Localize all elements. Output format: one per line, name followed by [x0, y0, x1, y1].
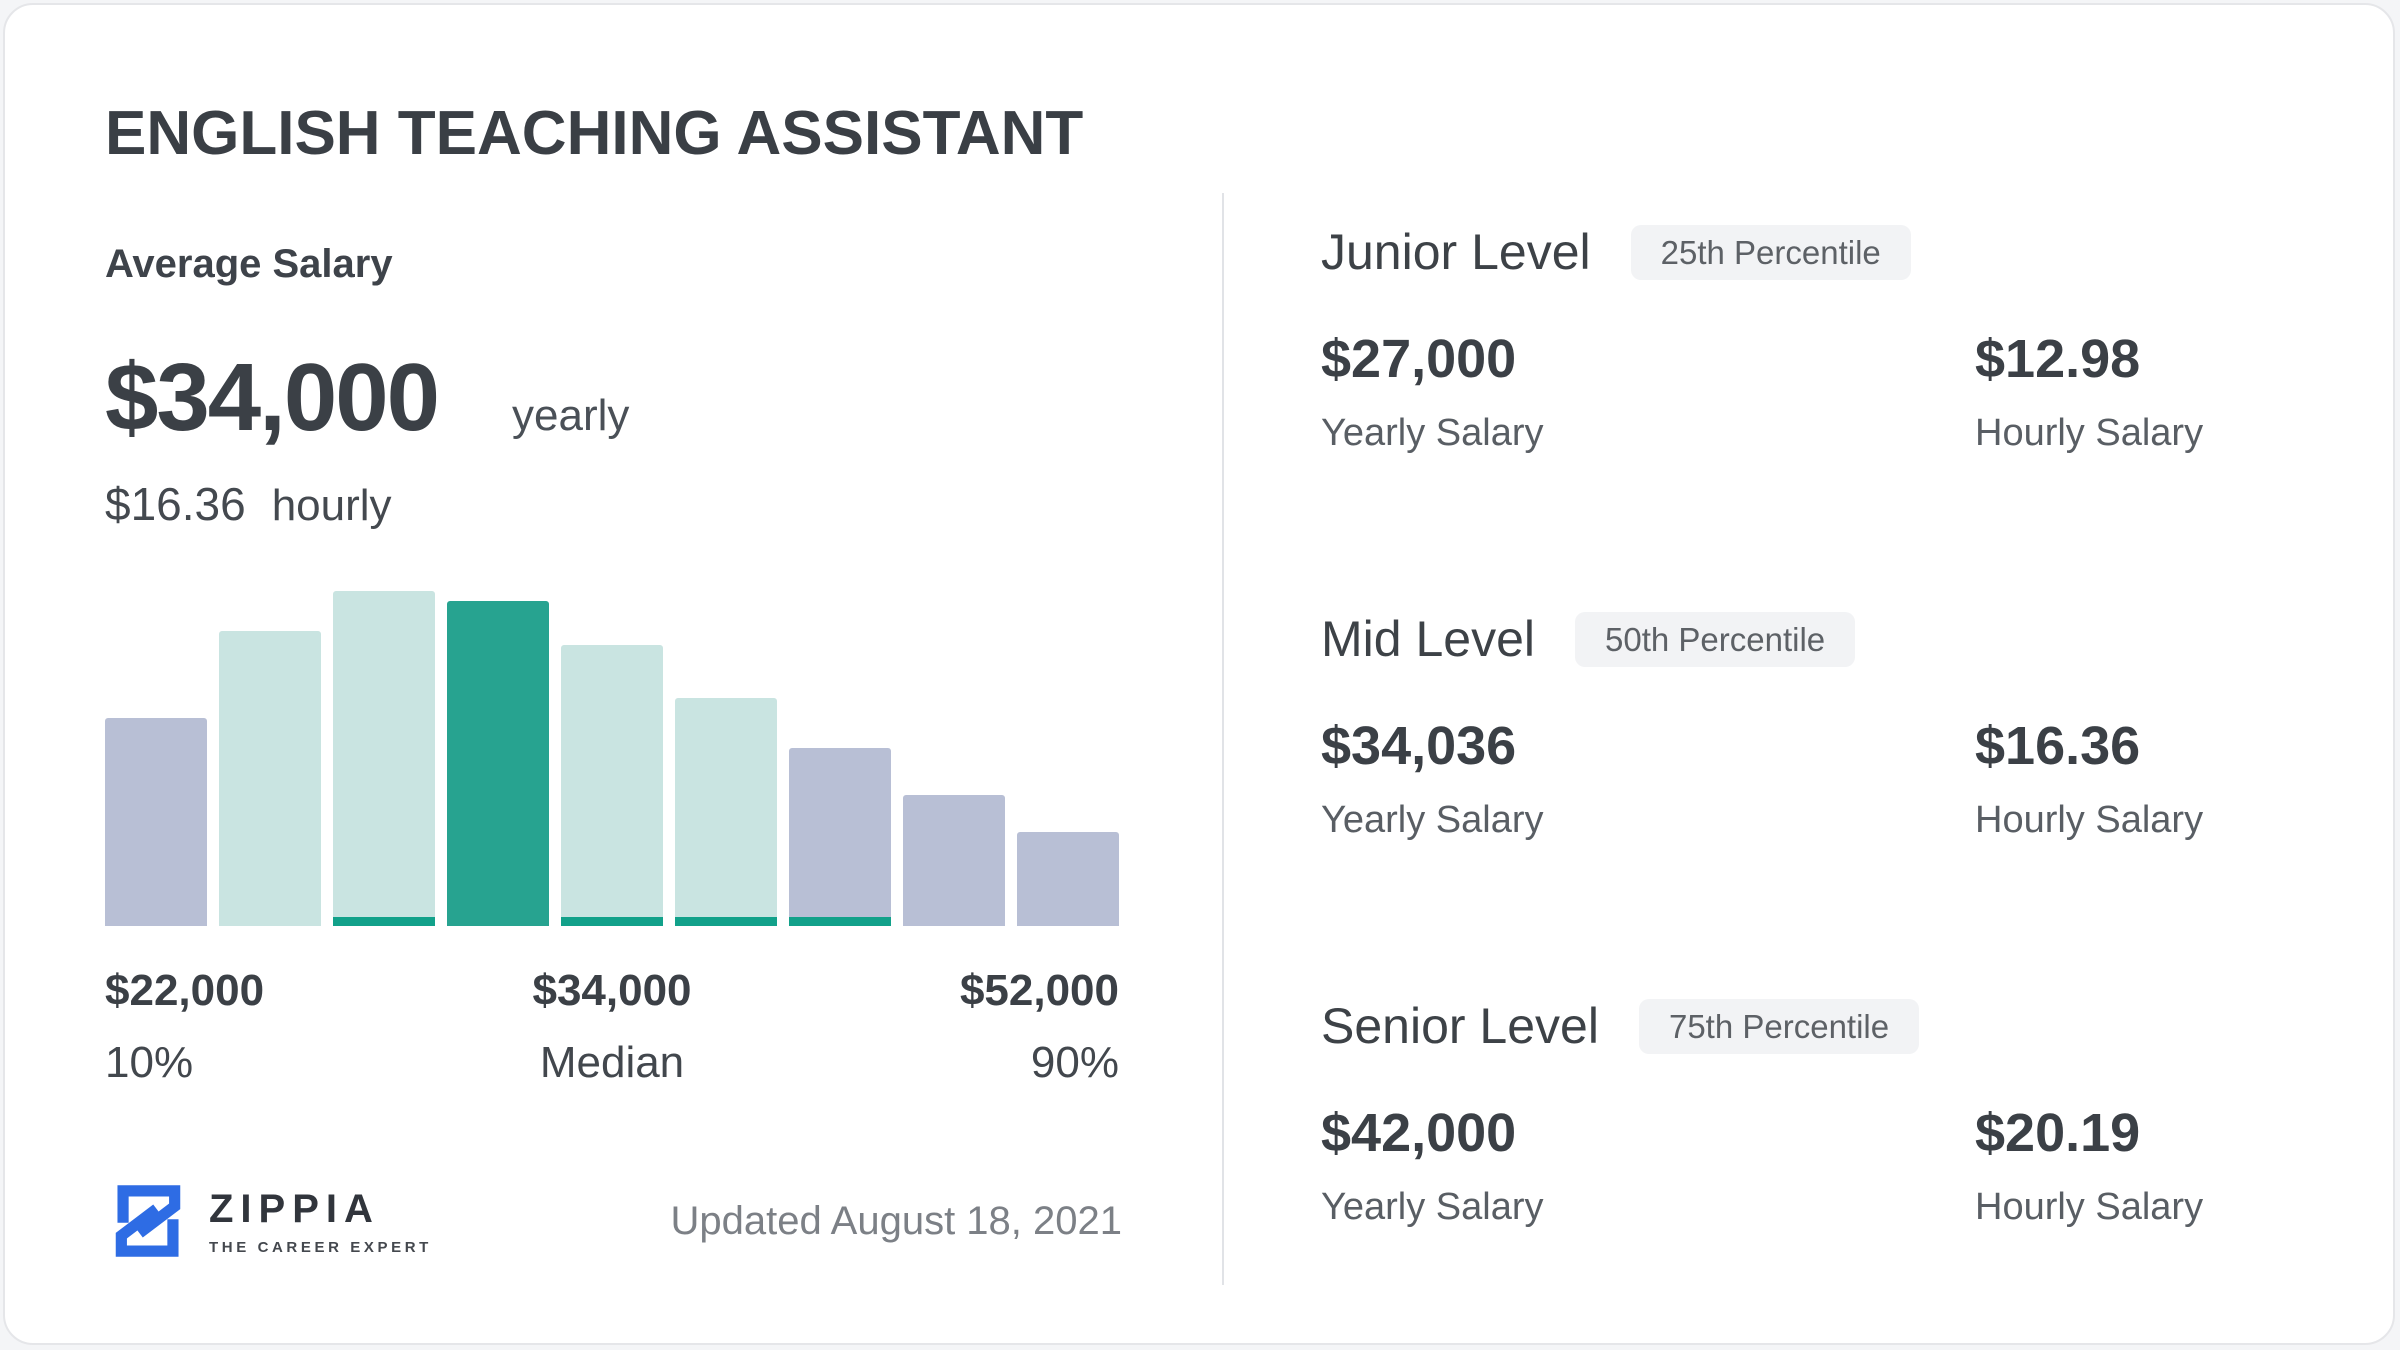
mid-level-header: Mid Level 50th Percentile	[1321, 612, 2393, 667]
vertical-divider	[1222, 193, 1224, 1285]
junior-level-header: Junior Level 25th Percentile	[1321, 225, 2393, 280]
high-percentile-group: $52,000 90%	[960, 966, 1119, 1088]
senior-hourly-column: $20.19 Hourly Salary	[1975, 1106, 2393, 1226]
brand-tagline: THE CAREER EXPERT	[209, 1238, 432, 1256]
bar-underline	[333, 917, 435, 927]
senior-yearly-label: Yearly Salary	[1321, 1186, 1544, 1228]
left-pane: ENGLISH TEACHING ASSISTANT Average Salar…	[5, 5, 1222, 1343]
footer: ZIPPIA THE CAREER EXPERT Updated August …	[105, 1178, 1122, 1264]
updated-date: Updated August 18, 2021	[670, 1198, 1122, 1243]
median-salary-label: $34,000	[532, 966, 692, 1016]
average-yearly-row: $34,000 yearly	[105, 343, 1222, 453]
histogram-bar	[447, 601, 549, 927]
senior-level-header: Senior Level 75th Percentile	[1321, 999, 2393, 1054]
junior-yearly-value: $27,000	[1321, 329, 1517, 389]
histogram-bar	[675, 698, 777, 927]
median-group: $34,000 Median	[532, 966, 691, 1088]
level-section-mid: Mid Level 50th Percentile $34,036 Yearly…	[1321, 612, 2393, 840]
mid-level-title: Mid Level	[1321, 611, 1535, 667]
zippia-logo: ZIPPIA THE CAREER EXPERT	[105, 1178, 432, 1264]
mid-yearly-column: $34,036 Yearly Salary	[1321, 719, 1975, 839]
average-hourly-row: $16.36 hourly	[105, 477, 1222, 531]
level-section-junior: Junior Level 25th Percentile $27,000 Yea…	[1321, 225, 2393, 453]
salary-infographic-card: ENGLISH TEACHING ASSISTANT Average Salar…	[3, 3, 2395, 1345]
histogram-bar	[105, 718, 207, 927]
page-title: ENGLISH TEACHING ASSISTANT	[105, 99, 1084, 168]
mid-percentile-badge: 50th Percentile	[1575, 612, 1856, 667]
junior-yearly-label: Yearly Salary	[1321, 412, 1544, 454]
mid-hourly-column: $16.36 Hourly Salary	[1975, 719, 2393, 839]
bar-underline	[789, 917, 891, 927]
mid-hourly-label: Hourly Salary	[1975, 799, 2204, 841]
mid-yearly-label: Yearly Salary	[1321, 799, 1544, 841]
histogram-bar	[333, 591, 435, 927]
senior-yearly-column: $42,000 Yearly Salary	[1321, 1106, 1975, 1226]
histogram-bar	[903, 795, 1005, 927]
average-salary-label: Average Salary	[105, 242, 393, 287]
mid-hourly-value: $16.36	[1975, 716, 2141, 776]
high-percentile-label: 90%	[1030, 1038, 1119, 1088]
histogram-bar	[561, 645, 663, 927]
mid-level-values: $34,036 Yearly Salary $16.36 Hourly Sala…	[1321, 719, 2393, 839]
mid-yearly-value: $34,036	[1321, 716, 1517, 776]
low-percentile-group: $22,000 10%	[105, 966, 264, 1088]
senior-level-values: $42,000 Yearly Salary $20.19 Hourly Sala…	[1321, 1106, 2393, 1226]
junior-level-values: $27,000 Yearly Salary $12.98 Hourly Sala…	[1321, 332, 2393, 452]
logo-text: ZIPPIA THE CAREER EXPERT	[209, 1187, 432, 1256]
high-salary-label: $52,000	[959, 966, 1119, 1016]
histogram-bar	[1017, 832, 1119, 927]
bar-underline	[561, 917, 663, 927]
histogram-bar	[219, 631, 321, 927]
average-hourly-unit: hourly	[271, 481, 392, 531]
senior-level-title: Senior Level	[1321, 998, 1599, 1054]
junior-yearly-column: $27,000 Yearly Salary	[1321, 332, 1975, 452]
senior-yearly-value: $42,000	[1321, 1103, 1517, 1163]
average-yearly-unit: yearly	[512, 391, 630, 441]
junior-hourly-column: $12.98 Hourly Salary	[1975, 332, 2393, 452]
salary-histogram	[105, 591, 1119, 927]
zippia-z-icon	[115, 1185, 181, 1257]
junior-level-title: Junior Level	[1321, 224, 1591, 280]
average-hourly-value: $16.36	[105, 478, 246, 531]
histogram-axis-labels: $22,000 10% $34,000 Median $52,000 90%	[105, 966, 1119, 1087]
senior-hourly-value: $20.19	[1975, 1103, 2141, 1163]
junior-hourly-value: $12.98	[1975, 329, 2141, 389]
junior-percentile-badge: 25th Percentile	[1630, 225, 1911, 280]
histogram-bar	[789, 748, 891, 927]
low-salary-label: $22,000	[105, 966, 265, 1016]
brand-name: ZIPPIA	[209, 1186, 380, 1231]
median-label: Median	[539, 1038, 685, 1088]
low-percentile-label: 10%	[105, 1038, 194, 1088]
bar-underline	[675, 917, 777, 927]
average-yearly-value: $34,000	[105, 344, 440, 452]
senior-percentile-badge: 75th Percentile	[1638, 999, 1920, 1054]
level-section-senior: Senior Level 75th Percentile $42,000 Yea…	[1321, 999, 2393, 1227]
right-pane: Junior Level 25th Percentile $27,000 Yea…	[1224, 5, 2393, 1343]
senior-hourly-label: Hourly Salary	[1975, 1186, 2204, 1228]
junior-hourly-label: Hourly Salary	[1975, 412, 2204, 454]
